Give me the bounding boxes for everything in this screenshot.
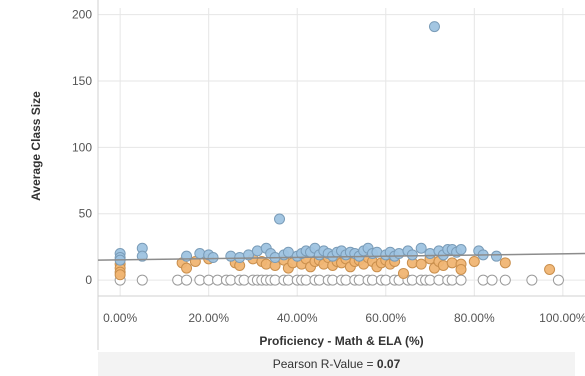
y-axis-title: Average Class Size xyxy=(29,91,43,201)
y-tick-label: 100 xyxy=(72,140,92,154)
data-point xyxy=(225,250,237,262)
x-tick-label: 80.00% xyxy=(454,311,495,325)
data-point xyxy=(499,274,511,286)
y-tick-label: 50 xyxy=(79,207,93,221)
data-point xyxy=(194,248,206,260)
data-point xyxy=(136,250,148,262)
data-point xyxy=(526,274,538,286)
pearson-label: Pearson R-Value = xyxy=(272,357,377,371)
x-tick-label: 20.00% xyxy=(188,311,229,325)
data-point xyxy=(181,274,193,286)
data-point xyxy=(468,255,480,267)
scatter-chart: 0 50 100 150 200 0.00% 20.00% 40.00% 60.00% 80.00… xyxy=(29,0,585,350)
data-point xyxy=(455,263,467,275)
data-point xyxy=(486,274,498,286)
data-point xyxy=(136,274,148,286)
data-point xyxy=(274,213,286,225)
pearson-footer: Pearson R-Value = 0.07 xyxy=(98,352,575,376)
pearson-value: 0.07 xyxy=(376,357,401,371)
data-point xyxy=(260,258,272,270)
trend-line xyxy=(97,252,585,261)
data-point xyxy=(415,242,427,254)
data-point xyxy=(415,258,427,270)
data-point xyxy=(544,263,556,275)
y-tick-label: 0 xyxy=(85,273,92,287)
data-point xyxy=(397,267,409,279)
y-tick-label: 200 xyxy=(72,8,92,22)
data-point xyxy=(207,252,219,264)
data-point xyxy=(114,269,126,281)
y-tick-label: 150 xyxy=(72,74,92,88)
data-point xyxy=(406,249,418,261)
data-point xyxy=(428,21,440,33)
x-tick-label: 0.00% xyxy=(103,311,137,325)
data-point xyxy=(446,257,458,269)
x-tick-label: 40.00% xyxy=(277,311,318,325)
data-point xyxy=(455,274,467,286)
x-tick-label: 100.00% xyxy=(539,311,585,325)
data-point xyxy=(490,250,502,262)
x-axis-title: Proficiency - Math & ELA (%) xyxy=(259,334,423,348)
data-point xyxy=(552,274,564,286)
data-point xyxy=(181,262,193,274)
data-point xyxy=(455,244,467,256)
data-point xyxy=(499,257,511,269)
x-tick-label: 60.00% xyxy=(365,311,406,325)
